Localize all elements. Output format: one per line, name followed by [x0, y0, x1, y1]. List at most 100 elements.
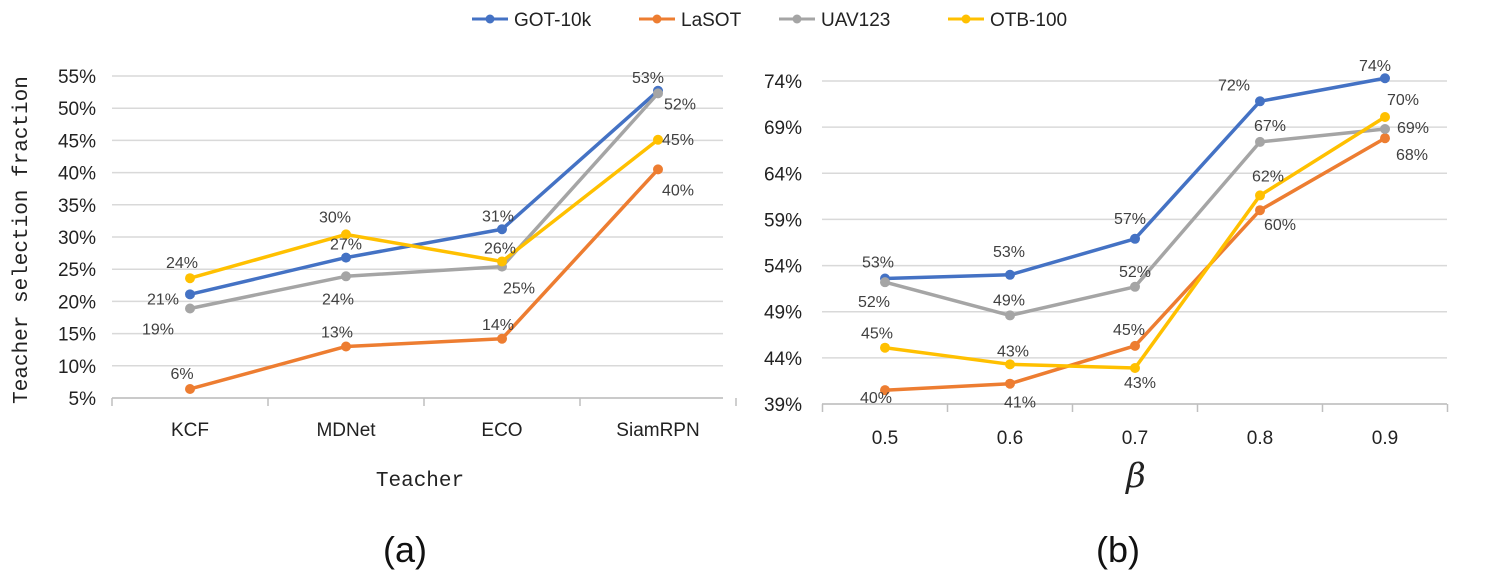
data-point-uav123 [653, 88, 663, 99]
data-point-lasot [341, 341, 351, 352]
data-label-got-10k: 57% [1114, 211, 1146, 228]
data-point-lasot [185, 383, 195, 394]
y-tick-label: 74% [764, 72, 802, 93]
legend-marker-otb-100 [961, 14, 971, 24]
data-point-otb-100 [1380, 111, 1390, 122]
data-point-otb-100 [341, 229, 351, 240]
data-label-uav123: 52% [858, 294, 890, 311]
data-point-got-10k [1130, 233, 1140, 244]
x-tick-label: 0.8 [1247, 428, 1273, 449]
data-label-lasot: 68% [1396, 147, 1428, 164]
data-point-got-10k [341, 252, 351, 263]
data-label-got-10k: 53% [862, 254, 894, 271]
y-tick-label: 20% [58, 292, 96, 313]
data-label-otb-100: 43% [1124, 375, 1156, 392]
data-label-otb-100: 24% [166, 255, 198, 272]
data-label-got-10k: 53% [993, 244, 1025, 261]
data-point-lasot [1130, 340, 1140, 351]
data-label-uav123: 49% [993, 292, 1025, 309]
legend-label-uav123: UAV123 [821, 10, 890, 31]
data-label-lasot: 13% [321, 324, 353, 341]
data-label-otb-100: 43% [997, 343, 1029, 360]
y-tick-label: 40% [58, 164, 96, 185]
legend-label-got-10k: GOT-10k [514, 10, 592, 31]
data-point-otb-100 [1130, 363, 1140, 374]
data-point-uav123 [341, 271, 351, 282]
y-tick-label: 69% [764, 118, 802, 139]
data-label-otb-100: 30% [319, 209, 351, 226]
y-tick-label: 59% [764, 210, 802, 231]
data-point-lasot [880, 385, 890, 396]
x-tick-label: ECO [481, 420, 522, 441]
y-tick-label: 30% [58, 228, 96, 249]
chart-a-axis: 5% 10% 15% 20% 25% 30% 35% 40% 45% 50% 55% KCF MDNet… [58, 67, 737, 441]
legend-label-otb-100: OTB-100 [990, 10, 1067, 31]
data-label-got-10k: 53% [632, 70, 664, 87]
series-line-got-10k [884, 76, 1386, 281]
data-point-otb-100 [185, 273, 195, 284]
chart-b-gridlines [822, 80, 1447, 405]
y-tick-label: 45% [58, 131, 96, 152]
data-point-otb-100 [1005, 359, 1015, 370]
data-point-uav123 [185, 303, 195, 314]
data-label-got-10k: 31% [482, 208, 514, 225]
y-tick-label: 39% [764, 395, 802, 416]
data-point-uav123 [1005, 310, 1015, 321]
data-point-uav123 [1255, 136, 1265, 147]
chart-b-series [880, 73, 1390, 396]
data-label-lasot: 41% [1004, 395, 1036, 412]
data-point-lasot [497, 333, 507, 344]
y-tick-label: 15% [58, 325, 96, 346]
data-label-otb-100: 45% [861, 326, 893, 343]
data-label-got-10k: 72% [1218, 77, 1250, 94]
series-line-got-10k [189, 89, 660, 297]
x-tick-label: MDNet [316, 420, 376, 441]
data-point-lasot [1005, 378, 1015, 389]
data-label-otb-100: 70% [1387, 92, 1419, 109]
data-point-got-10k [1005, 269, 1015, 280]
data-label-lasot: 45% [1113, 322, 1145, 339]
y-tick-label: 54% [764, 257, 802, 278]
data-point-got-10k [185, 289, 195, 300]
data-label-uav123: 24% [322, 291, 354, 308]
chart-a-data-labels: 21% 27% 31% 53% 6% 13% 14% 40% 19% 24% 25% 52% 24% 30… [142, 70, 696, 383]
data-label-uav123: 25% [503, 281, 535, 298]
x-tick-label: 0.6 [997, 428, 1023, 449]
y-tick-label: 49% [764, 303, 802, 324]
y-tick-label: 50% [58, 99, 96, 120]
legend: GOT-10k LaSOT UAV123 OTB-100 [472, 10, 1067, 31]
data-label-got-10k: 21% [147, 291, 179, 308]
data-point-lasot [1255, 205, 1265, 216]
data-label-otb-100: 26% [484, 240, 516, 257]
data-point-lasot [653, 164, 663, 175]
data-label-got-10k: 27% [330, 237, 362, 254]
data-point-got-10k [497, 224, 507, 235]
chart-b: 39%44%49%54%59%64%69%74%0.5 0.6 0.7 0.8 0.9 … [764, 58, 1449, 570]
data-label-got-10k: 74% [1359, 58, 1391, 75]
data-point-otb-100 [653, 134, 663, 145]
series-line-uav123 [189, 92, 660, 311]
data-label-lasot: 60% [1264, 217, 1296, 234]
chart-a-series [185, 85, 663, 394]
chart-a-caption: (a) [383, 529, 427, 570]
legend-marker-got-10k [485, 14, 495, 24]
data-point-got-10k [1380, 73, 1390, 84]
data-label-uav123: 52% [1119, 264, 1151, 281]
data-label-uav123: 52% [664, 96, 696, 113]
data-label-lasot: 40% [662, 182, 694, 199]
data-label-lasot: 40% [860, 390, 892, 407]
y-tick-label: 35% [58, 196, 96, 217]
chart-b-data-labels: 53% 53% 57% 72% 74% 40% 41% 45% 60% 68% 52% 49% 52% 6… [858, 58, 1429, 411]
chart-a-xlabel: Teacher [376, 470, 464, 493]
data-label-otb-100: 45% [662, 132, 694, 149]
legend-marker-lasot [652, 14, 662, 24]
data-point-uav123 [1130, 281, 1140, 292]
chart-b-caption: (b) [1096, 529, 1140, 570]
y-tick-label: 44% [764, 349, 802, 370]
data-label-uav123: 67% [1254, 118, 1286, 135]
x-tick-label: KCF [171, 420, 209, 441]
chart-a-ylabel: Teacher selection fraction [11, 76, 34, 404]
data-point-otb-100 [880, 342, 890, 353]
data-label-lasot: 14% [482, 317, 514, 334]
